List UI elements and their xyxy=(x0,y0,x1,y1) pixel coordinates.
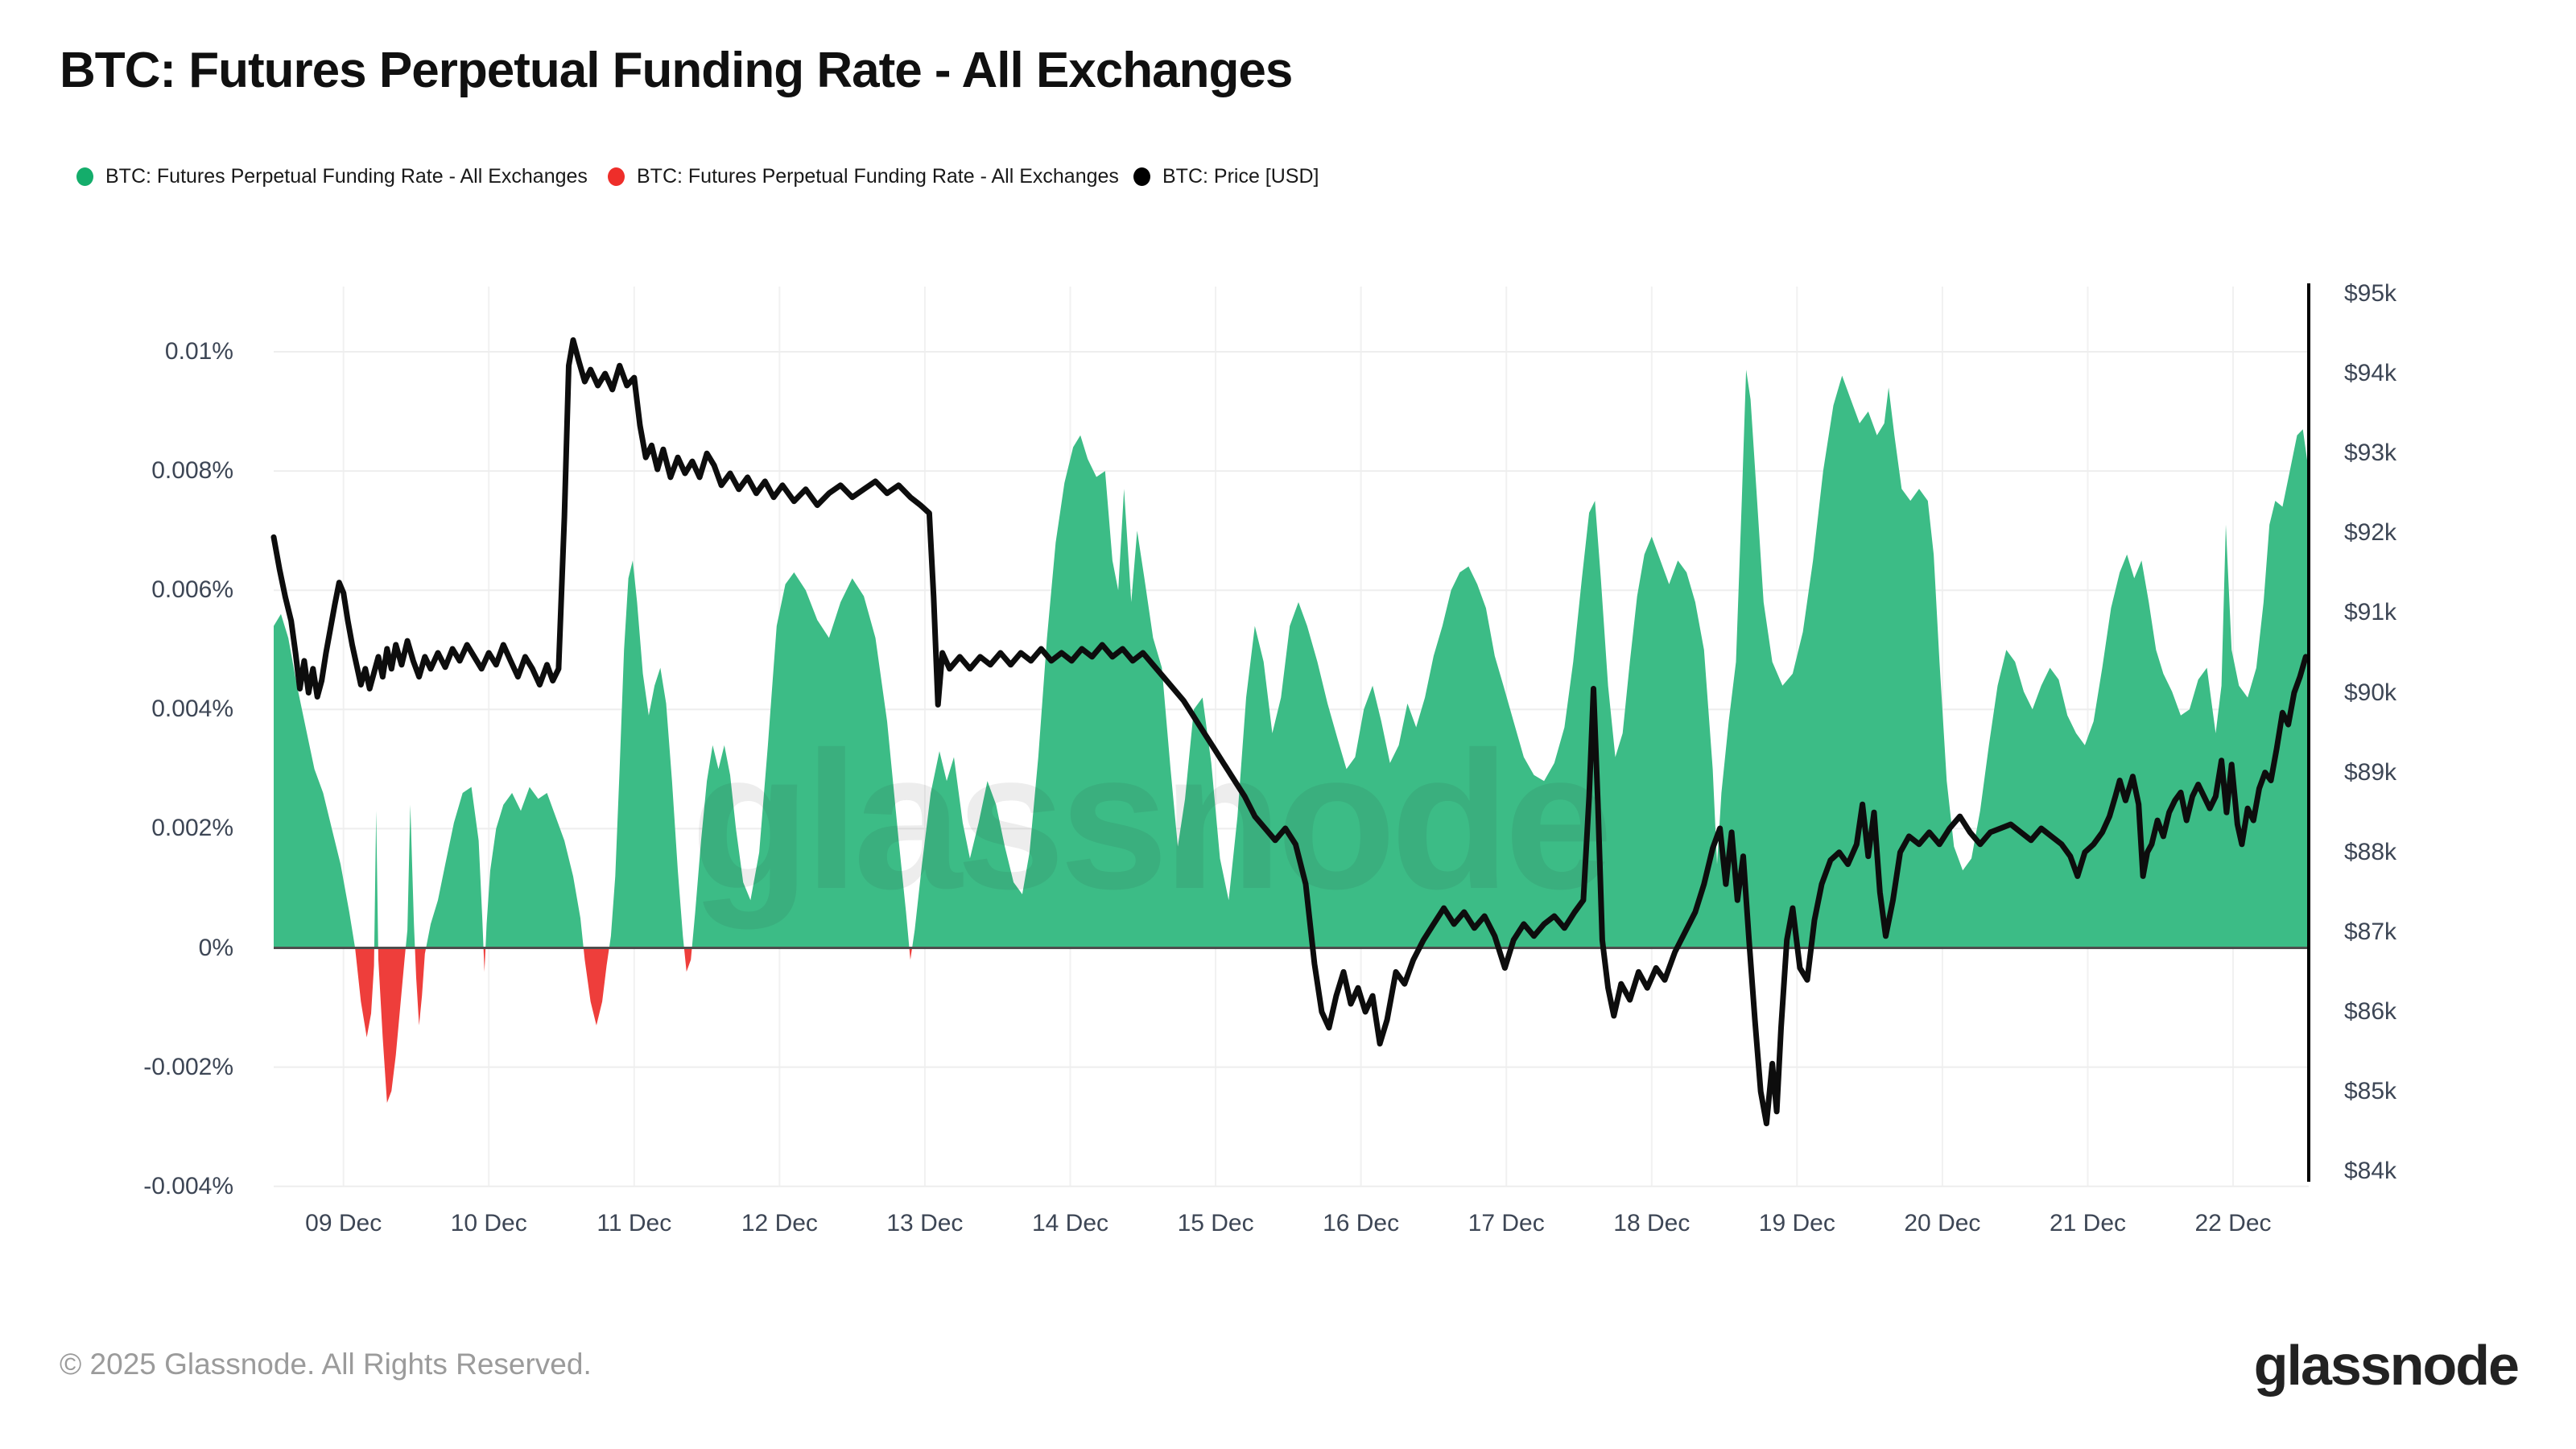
y-right-tick: $93k xyxy=(2344,440,2397,467)
y-right-tick: $87k xyxy=(2344,918,2397,945)
y-right-tick: $88k xyxy=(2344,838,2397,865)
x-axis-tick: 10 Dec xyxy=(450,1210,527,1236)
x-axis-tick: 16 Dec xyxy=(1323,1210,1400,1236)
legend-item-funding-negative[interactable]: BTC: Futures Perpetual Funding Rate - Al… xyxy=(608,158,1119,195)
x-axis-tick: 18 Dec xyxy=(1613,1210,1690,1236)
y-left-tick: 0.01% xyxy=(164,338,233,365)
copyright-text: © 2025 Glassnode. All Rights Reserved. xyxy=(60,1348,592,1381)
y-left-tick: 0.006% xyxy=(151,576,233,604)
y-right-tick: $91k xyxy=(2344,599,2397,626)
y-left-tick: -0.002% xyxy=(143,1053,233,1080)
x-axis-tick: 17 Dec xyxy=(1468,1210,1545,1236)
y-right-tick: $86k xyxy=(2344,997,2397,1025)
x-axis-tick: 19 Dec xyxy=(1758,1210,1835,1236)
x-axis-tick: 09 Dec xyxy=(305,1210,382,1236)
chart-legend: BTC: Futures Perpetual Funding Rate - Al… xyxy=(0,158,2576,195)
green-dot-icon xyxy=(76,167,93,186)
y-left-tick: 0.008% xyxy=(151,457,233,485)
y-right-tick: $89k xyxy=(2344,758,2397,786)
red-dot-icon xyxy=(608,167,625,186)
black-dot-icon xyxy=(1133,167,1150,186)
x-axis-tick: 21 Dec xyxy=(2049,1210,2127,1236)
y-left-tick: 0% xyxy=(198,934,233,961)
x-axis-tick: 22 Dec xyxy=(2194,1210,2272,1236)
x-axis-tick: 12 Dec xyxy=(741,1210,818,1236)
y-right-tick: $84k xyxy=(2344,1158,2397,1185)
x-axis-tick: 13 Dec xyxy=(886,1210,964,1236)
y-right-tick: $92k xyxy=(2344,519,2397,547)
legend-item-price[interactable]: BTC: Price [USD] xyxy=(1133,158,1319,195)
legend-label: BTC: Futures Perpetual Funding Rate - Al… xyxy=(105,164,588,188)
y-left-tick: 0.002% xyxy=(151,815,233,842)
x-axis-tick: 11 Dec xyxy=(597,1210,672,1236)
y-left-tick: 0.004% xyxy=(151,696,233,723)
x-axis-tick: 14 Dec xyxy=(1031,1210,1109,1236)
y-left-tick: -0.004% xyxy=(143,1172,233,1199)
y-right-tick: $94k xyxy=(2344,360,2397,387)
x-axis-tick: 20 Dec xyxy=(1904,1210,1981,1236)
legend-item-funding-positive[interactable]: BTC: Futures Perpetual Funding Rate - Al… xyxy=(76,158,588,195)
glassnode-logo: glassnode xyxy=(2253,1334,2520,1397)
x-axis-tick: 15 Dec xyxy=(1177,1210,1254,1236)
y-right-tick: $85k xyxy=(2344,1078,2397,1104)
y-right-tick: $90k xyxy=(2344,679,2397,706)
legend-label: BTC: Futures Perpetual Funding Rate - Al… xyxy=(637,164,1119,188)
page-title: BTC: Futures Perpetual Funding Rate - Al… xyxy=(60,43,1293,98)
y-right-tick: $95k xyxy=(2344,280,2397,307)
legend-label: BTC: Price [USD] xyxy=(1162,164,1319,188)
